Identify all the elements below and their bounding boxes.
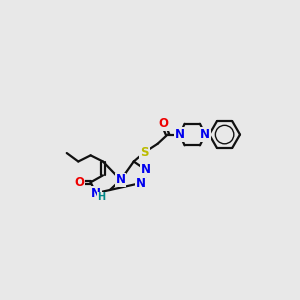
Text: H: H xyxy=(97,192,106,202)
Text: O: O xyxy=(74,176,84,189)
Text: S: S xyxy=(140,146,149,159)
Text: N: N xyxy=(116,173,126,187)
Text: N: N xyxy=(200,128,210,141)
Text: N: N xyxy=(141,164,151,176)
Text: N: N xyxy=(175,128,185,141)
Text: N: N xyxy=(91,187,101,200)
Text: N: N xyxy=(136,177,146,190)
Text: O: O xyxy=(158,117,168,130)
